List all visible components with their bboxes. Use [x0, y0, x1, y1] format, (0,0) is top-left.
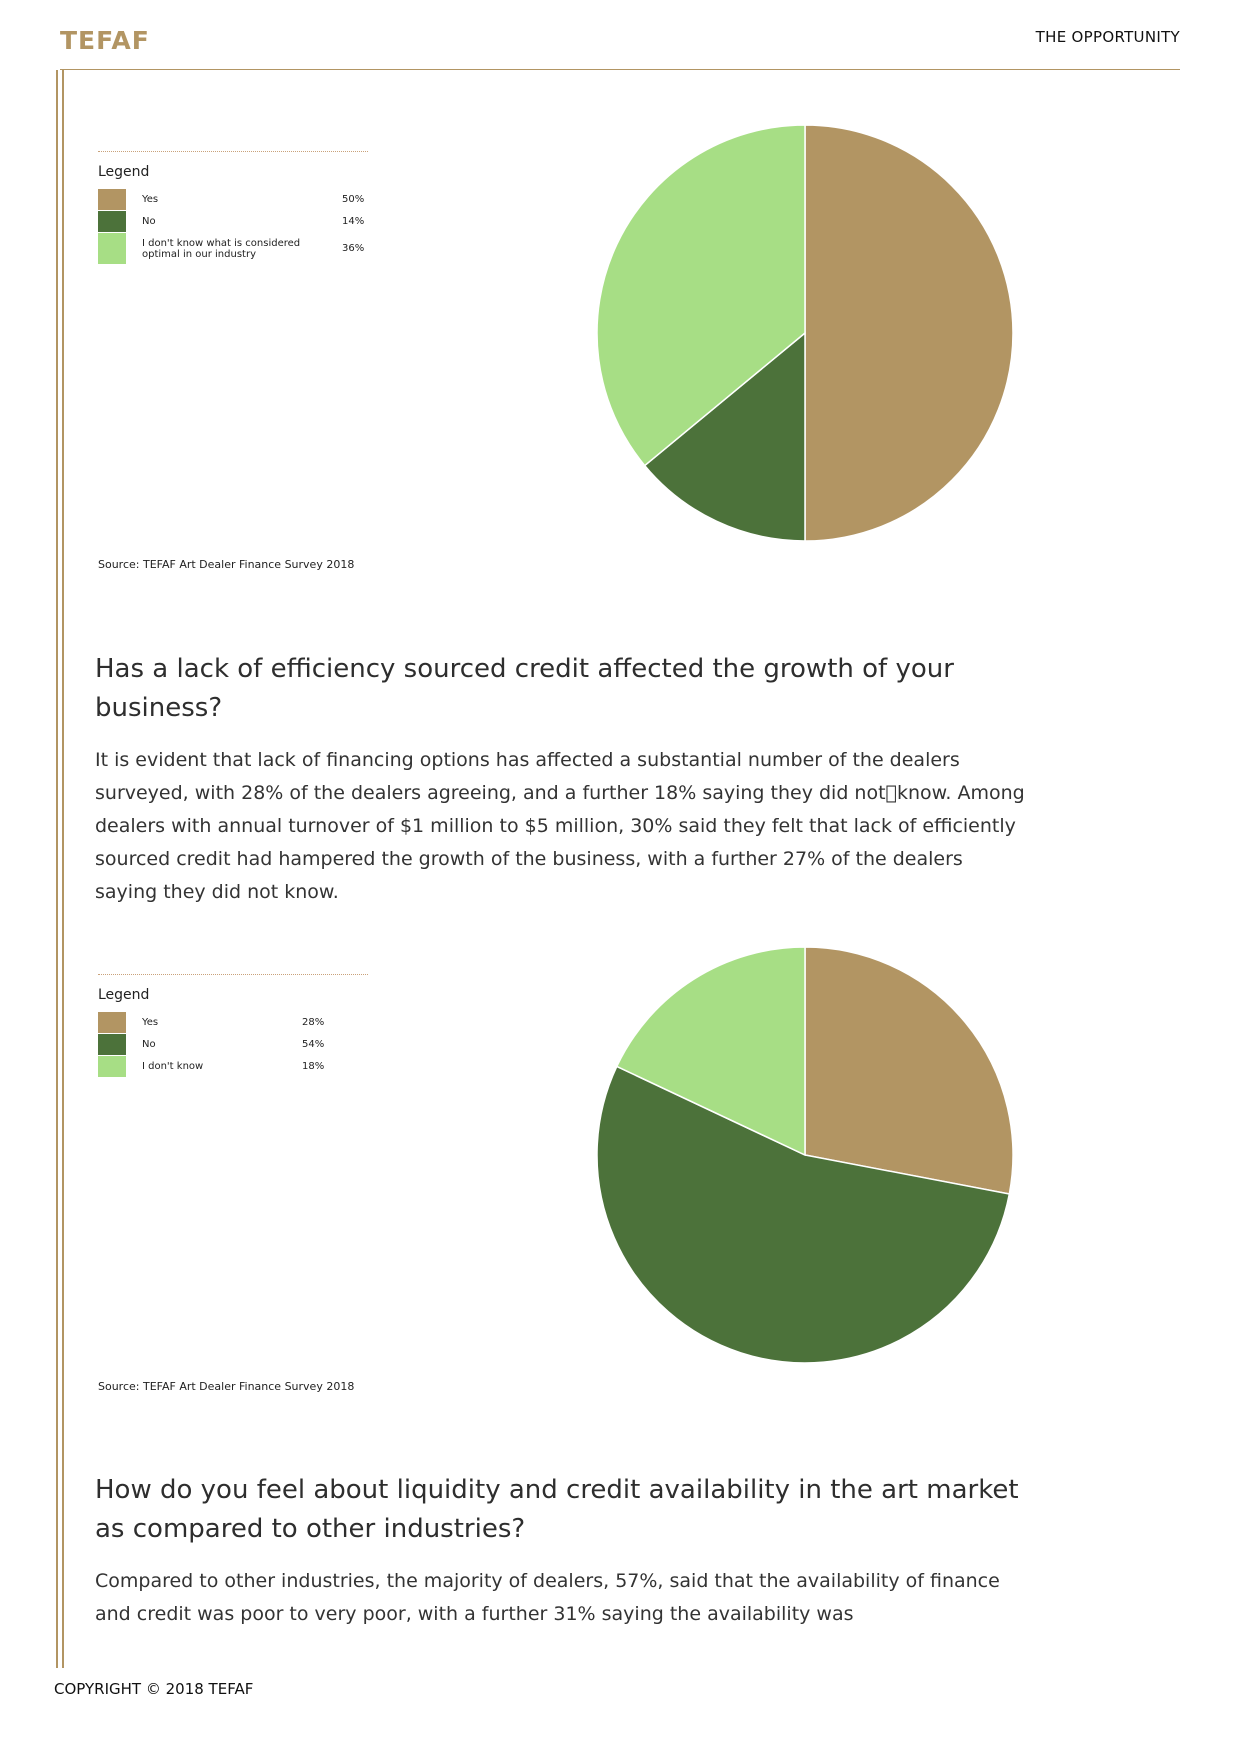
pie-chart-2 — [596, 946, 1014, 1364]
legend-swatch-dont-know — [98, 233, 126, 264]
margin-rule-left — [56, 70, 58, 1668]
legend-label: I don't know what is considered optimal … — [142, 237, 301, 260]
legend-pct: 50% — [342, 194, 365, 205]
legend-label: Yes — [142, 194, 159, 205]
chart1-source: Source: TEFAF Art Dealer Finance Survey … — [98, 558, 355, 571]
legend-pct: 36% — [342, 243, 365, 254]
legend-label: I don't know — [142, 1061, 204, 1072]
pie-chart-1 — [596, 124, 1014, 542]
footer-copyright: COPYRIGHT © 2018 TEFAF — [54, 1680, 254, 1698]
legend-pct: 28% — [302, 1017, 325, 1028]
margin-rule-right — [62, 70, 64, 1668]
legend-swatch-dont-know — [98, 1056, 126, 1077]
legend-item-no: No 54% — [98, 1034, 368, 1055]
chart2-source: Source: TEFAF Art Dealer Finance Survey … — [98, 1380, 355, 1393]
pie-slice-yes — [804, 946, 1014, 1195]
legend-pct: 54% — [302, 1039, 325, 1050]
legend-label: No — [142, 1039, 156, 1050]
section1-body: It is evident that lack of financing opt… — [95, 749, 1025, 903]
legend-title: Legend — [98, 164, 150, 180]
legend-item-dont-know: I don't know what is considered optimal … — [98, 233, 368, 264]
legend-item-dont-know: I don't know 18% — [98, 1056, 368, 1077]
pie-slice-no — [643, 331, 806, 542]
section-label: THE OPPORTUNITY — [1035, 28, 1180, 46]
legend-pct: 18% — [302, 1061, 325, 1072]
section2-body: Compared to other industries, the majori… — [95, 1570, 1000, 1625]
legend-rule — [98, 974, 368, 975]
chart1-legend: Legend Yes 50% No 14% I don't know what … — [98, 151, 368, 265]
legend-title: Legend — [98, 987, 150, 1003]
pie-slice-dont-know — [596, 124, 806, 467]
legend-swatch-no — [98, 1034, 126, 1055]
legend-item-yes: Yes 28% — [98, 1012, 368, 1033]
tefaf-logo: TEFAF — [60, 26, 150, 55]
legend-rule — [98, 151, 368, 152]
legend-swatch-no — [98, 211, 126, 232]
section2-heading: How do you feel about liquidity and cred… — [95, 1475, 1019, 1544]
legend-swatch-yes — [98, 1012, 126, 1033]
legend-swatch-yes — [98, 189, 126, 210]
section1-heading: Has a lack of efficiency sourced credit … — [95, 654, 954, 723]
pie-slice-yes — [804, 124, 1014, 542]
legend-item-yes: Yes 50% — [98, 189, 368, 210]
pie-slice-no — [596, 1065, 1011, 1364]
header-rule — [60, 69, 1180, 70]
legend-pct: 14% — [342, 216, 365, 227]
pie-slice-dont-know — [615, 946, 806, 1157]
legend-item-no: No 14% — [98, 211, 368, 232]
legend-label: No — [142, 216, 156, 227]
legend-label: Yes — [142, 1017, 159, 1028]
chart2-legend: Legend Yes 28% No 54% I don't know 18% — [98, 974, 368, 1078]
